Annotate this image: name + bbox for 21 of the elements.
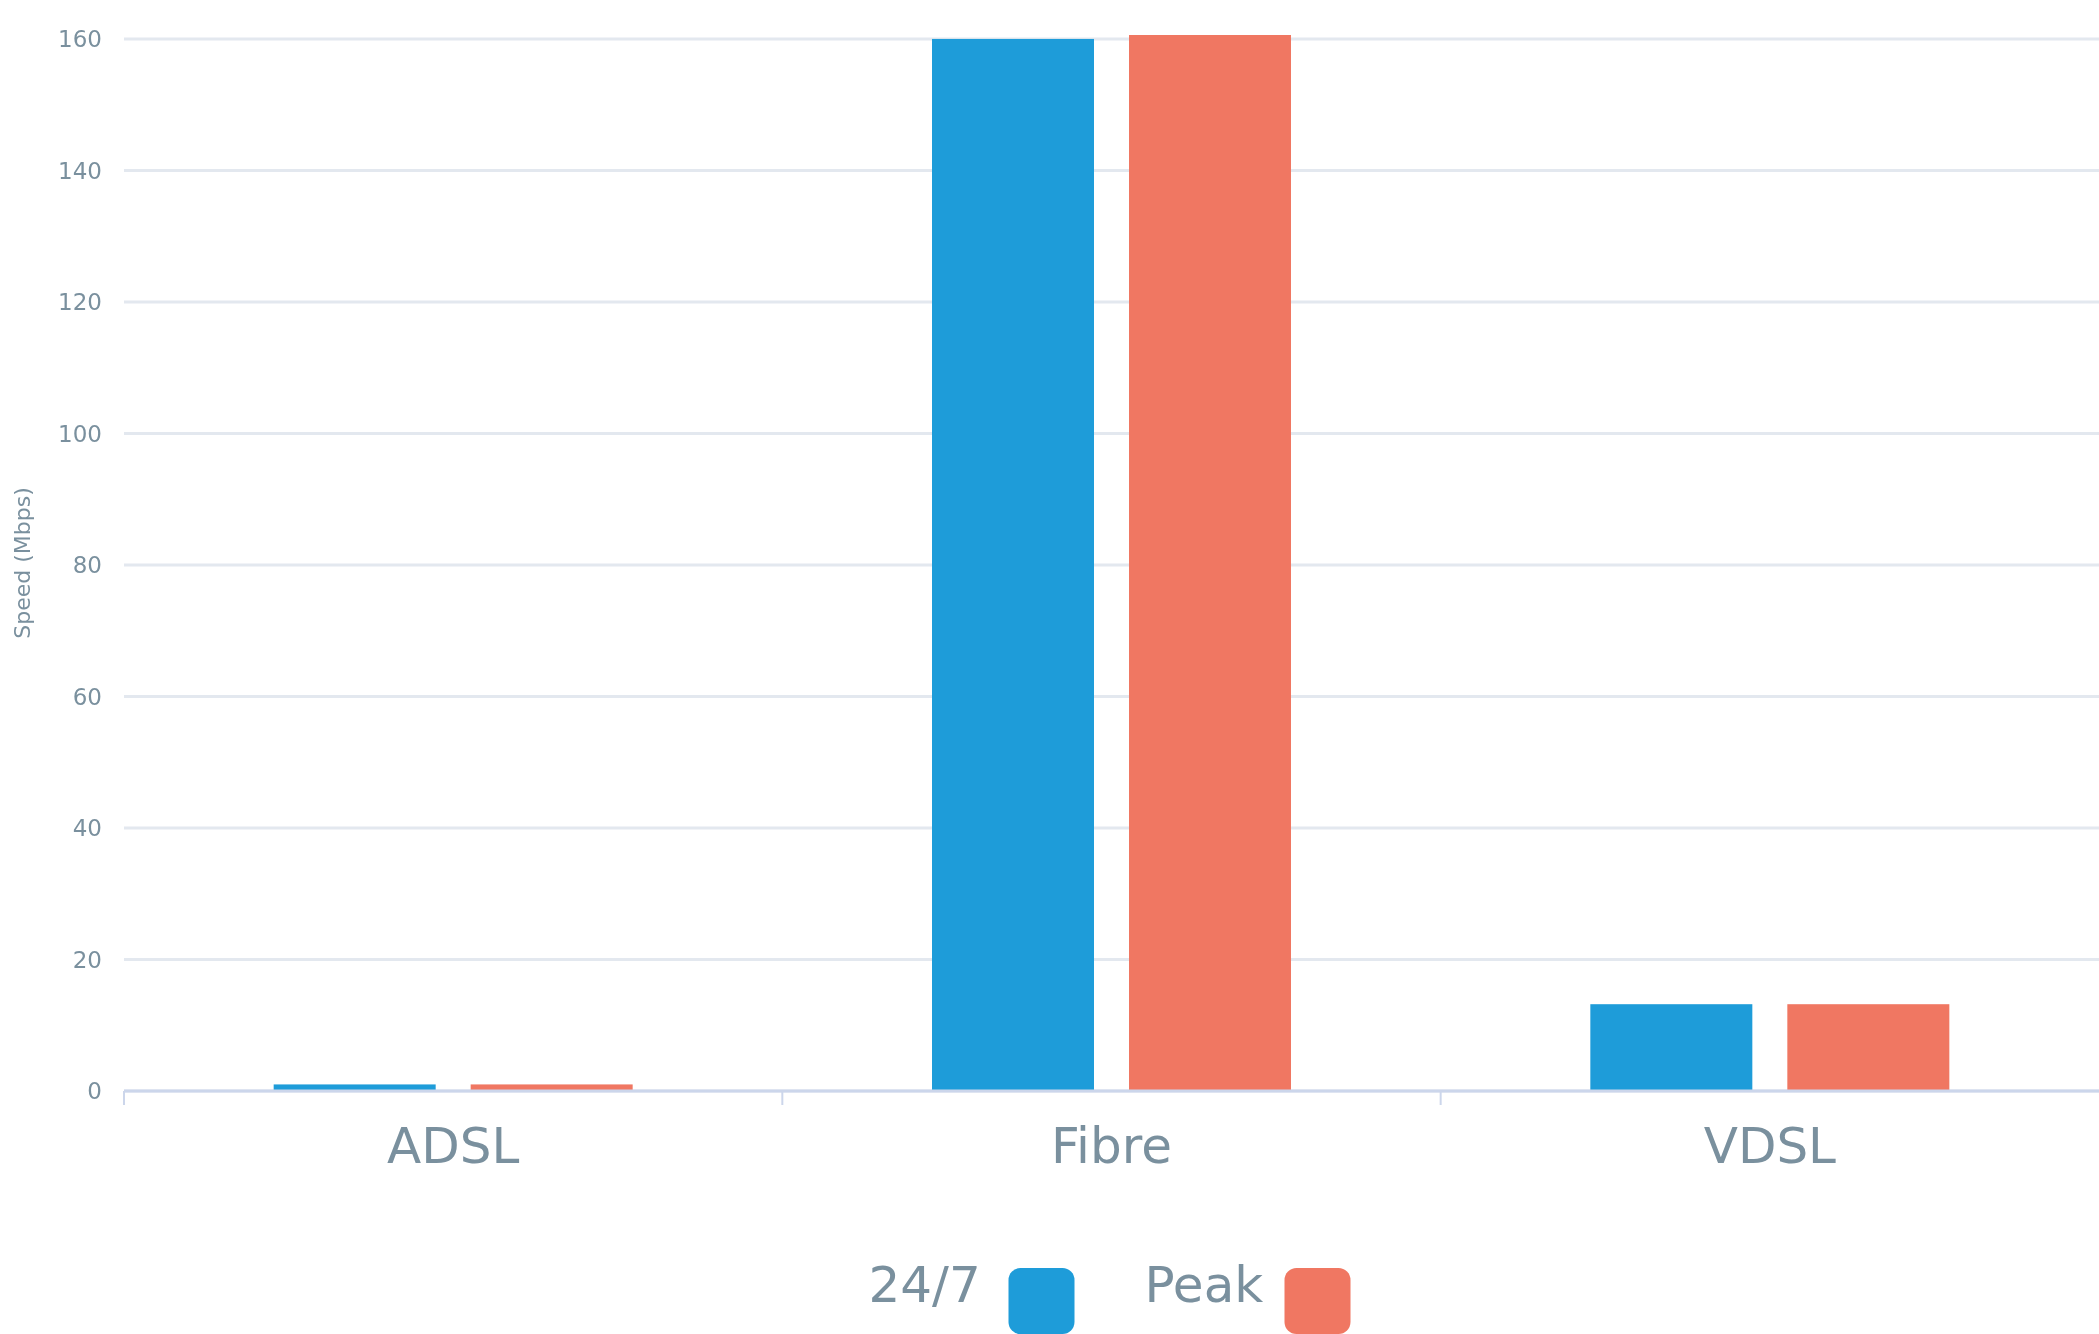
bar [273, 1084, 436, 1091]
x-tick-label: Fibre [1051, 1117, 1172, 1175]
y-axis-title: Speed (Mbps) [10, 487, 35, 639]
y-tick-label: 0 [87, 1078, 102, 1105]
x-tick-label: ADSL [387, 1117, 520, 1175]
y-tick-label: 40 [72, 815, 102, 842]
legend-label: 24/7 [868, 1256, 981, 1314]
y-tick-label: 60 [72, 683, 102, 710]
y-tick-label: 20 [72, 946, 102, 973]
bar [470, 1084, 633, 1091]
bar [932, 38, 1094, 1091]
y-tick-label: 160 [58, 26, 102, 52]
bar [1129, 35, 1291, 1091]
x-tick-label: VDSL [1703, 1117, 1837, 1175]
legend-label: Peak [1144, 1256, 1264, 1314]
bar [1590, 1004, 1753, 1091]
y-tick-label: 120 [58, 289, 102, 316]
y-tick-label: 80 [72, 552, 102, 579]
bar [1787, 1004, 1950, 1091]
y-tick-label: 100 [58, 420, 102, 447]
y-tick-label: 140 [58, 157, 102, 184]
